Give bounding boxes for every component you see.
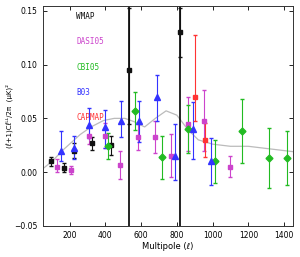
Text: CAPMAP: CAPMAP [76, 114, 104, 123]
Text: DASI05: DASI05 [76, 38, 104, 47]
Text: B03: B03 [76, 88, 90, 97]
Text: CBI05: CBI05 [76, 63, 100, 72]
Y-axis label: (ℓ+1)Cℓᴸᴸ/2π  (μK)²: (ℓ+1)Cℓᴸᴸ/2π (μK)² [6, 84, 13, 148]
Text: WMAP: WMAP [76, 12, 95, 21]
X-axis label: Multipole (ℓ): Multipole (ℓ) [142, 242, 194, 251]
